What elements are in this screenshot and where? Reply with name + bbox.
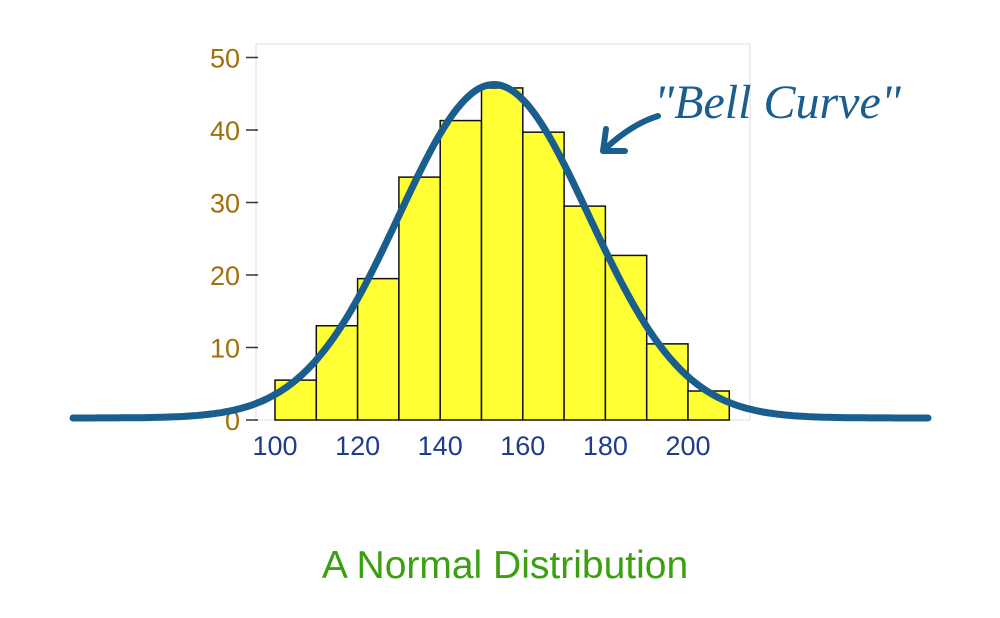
histogram-bar — [439, 119, 483, 421]
annotation-arrow-icon — [600, 113, 661, 154]
histogram-bar — [356, 277, 400, 421]
bell-curve-annotation: "Bell Curve" — [654, 76, 902, 129]
y-tick-label: 30 — [210, 189, 240, 219]
y-tick-label: 40 — [210, 116, 240, 146]
x-tick-label: 160 — [500, 431, 545, 461]
annotation-group: "Bell Curve" — [600, 76, 902, 154]
histogram-bar — [522, 131, 565, 421]
histogram-bar — [604, 254, 648, 421]
histogram-bar — [315, 325, 359, 421]
x-tick-label: 180 — [583, 431, 628, 461]
y-tick-label: 50 — [210, 44, 240, 74]
histogram-bar — [274, 379, 318, 421]
chart-subtitle: A Normal Distribution — [322, 544, 688, 587]
histogram-bar — [398, 176, 441, 421]
y-tick-label: 20 — [210, 261, 240, 291]
histogram-bar — [480, 87, 524, 421]
bell-curve-line — [69, 80, 932, 422]
x-tick-label: 140 — [418, 431, 463, 461]
x-tick-label: 120 — [335, 431, 380, 461]
y-tick-label: 10 — [210, 334, 240, 364]
x-tick-label: 200 — [665, 431, 710, 461]
x-tick-label: 100 — [252, 431, 297, 461]
histogram-bars — [274, 87, 731, 421]
x-axis: 100 120 140 160 180 200 — [252, 431, 710, 461]
